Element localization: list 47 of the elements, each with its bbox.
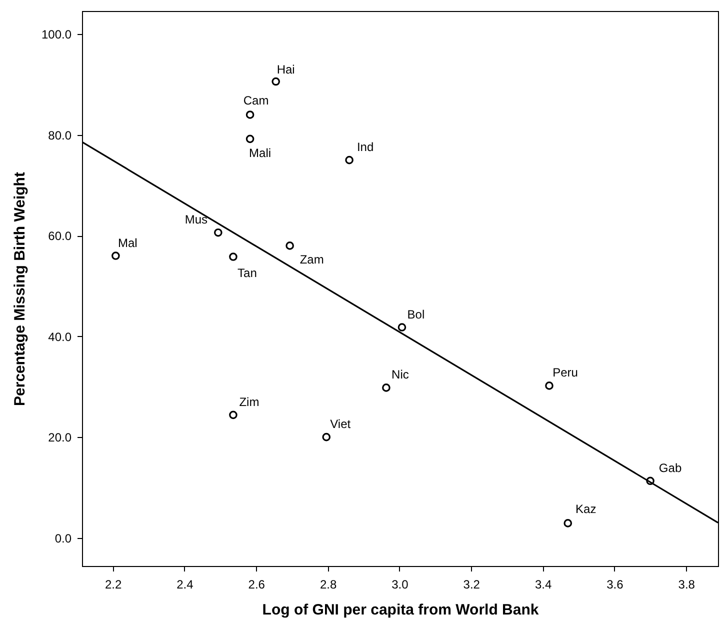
- point: [322, 432, 331, 442]
- y-tick-label: 0.0: [54, 531, 72, 546]
- point: [112, 252, 120, 260]
- y-tick-label: 100.0: [41, 28, 72, 42]
- x-tick-label: 2.4: [176, 578, 194, 592]
- annotation: Gab: [658, 460, 682, 475]
- y-tick-label: 20.0: [48, 430, 72, 445]
- x-tick-label: 2.2: [104, 578, 122, 592]
- annotation: Zim: [239, 394, 260, 409]
- annotation: Mus: [184, 212, 208, 227]
- point: [246, 110, 254, 119]
- y-tick-label: 80.0: [48, 128, 72, 142]
- x-axis-title: Log of GNI per capita from World Bank: [262, 602, 540, 618]
- point: [382, 384, 390, 392]
- x-tick-label: 3.6: [606, 578, 624, 592]
- x-tick-label: 3.2: [463, 578, 480, 592]
- annotation: Mali: [249, 146, 272, 160]
- annotation: Hai: [276, 62, 295, 77]
- annotation: Zam: [300, 252, 324, 267]
- annotation: Peru: [552, 366, 578, 380]
- point: [564, 519, 572, 528]
- point: [398, 323, 406, 332]
- annotation: Viet: [330, 417, 352, 432]
- annotation: Nic: [392, 368, 409, 382]
- point: [229, 252, 238, 261]
- annotation: Bol: [407, 307, 425, 322]
- point: [214, 228, 222, 237]
- y-tick-label: 60.0: [48, 229, 72, 244]
- x-tick-label: 3.8: [678, 578, 696, 592]
- point: [345, 156, 354, 164]
- point: [246, 134, 254, 144]
- point: [286, 242, 294, 250]
- x-tick-label: 2.6: [248, 578, 266, 592]
- point: [272, 77, 280, 86]
- point: [229, 410, 238, 420]
- annotation: Mal: [118, 236, 138, 250]
- y-axis-title: Percentage Missing Birth Weight: [11, 172, 28, 406]
- annotation: Cam: [243, 94, 269, 108]
- x-tick-label: 2.8: [320, 578, 337, 592]
- point: [646, 476, 654, 486]
- annotation: Tan: [238, 266, 257, 280]
- x-tick-label: 3.4: [534, 578, 552, 592]
- x-tick-label: 3.0: [392, 578, 409, 592]
- annotation: Kaz: [576, 502, 596, 516]
- annotation: Ind: [356, 140, 374, 154]
- point: [545, 382, 554, 390]
- y-tick-label: 40.0: [48, 330, 72, 344]
